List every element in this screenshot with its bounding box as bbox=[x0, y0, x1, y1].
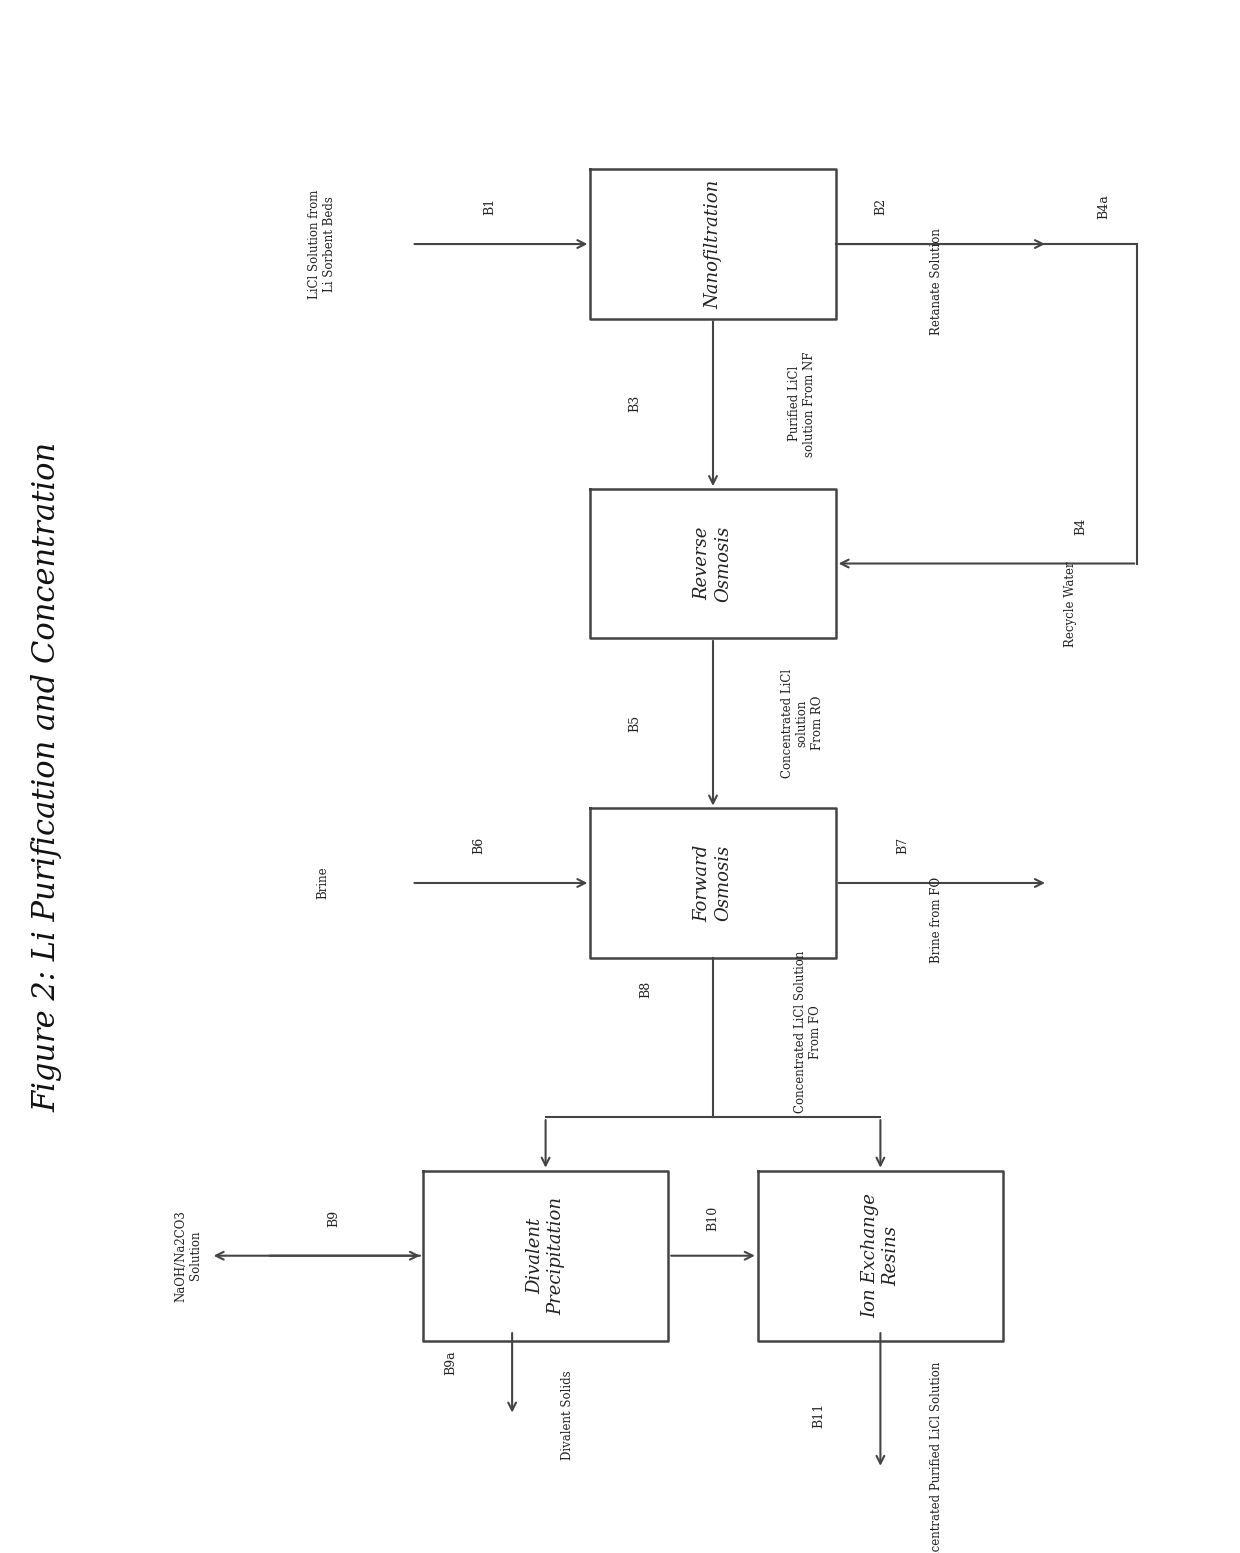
Text: B4a: B4a bbox=[1097, 194, 1110, 219]
Text: Ion Exchange
Resins: Ion Exchange Resins bbox=[861, 1193, 900, 1318]
Text: B9a: B9a bbox=[444, 1350, 458, 1374]
Text: Concentrated Purified LiCl Solution: Concentrated Purified LiCl Solution bbox=[930, 1362, 942, 1553]
Text: Brine: Brine bbox=[316, 867, 329, 899]
Text: Concentrated LiCl Solution
From FO: Concentrated LiCl Solution From FO bbox=[794, 950, 822, 1114]
Text: Purified LiCl
solution From NF: Purified LiCl solution From NF bbox=[789, 351, 816, 457]
Text: B7: B7 bbox=[897, 837, 909, 854]
Text: B11: B11 bbox=[812, 1402, 826, 1429]
Text: Divalent Solids: Divalent Solids bbox=[562, 1371, 574, 1460]
Text: B10: B10 bbox=[707, 1205, 719, 1232]
Text: Concentrated LiCl
solution
From RO: Concentrated LiCl solution From RO bbox=[781, 669, 823, 778]
Text: LiCl Solution from
Li Sorbent Beds: LiCl Solution from Li Sorbent Beds bbox=[309, 189, 336, 298]
Text: Figure 2: Li Purification and Concentration: Figure 2: Li Purification and Concentrat… bbox=[31, 441, 63, 1112]
Text: Forward
Osmosis: Forward Osmosis bbox=[693, 845, 733, 921]
Text: Brine from FO: Brine from FO bbox=[930, 877, 942, 963]
Text: NaOH/Na2CO3
Solution: NaOH/Na2CO3 Solution bbox=[175, 1210, 202, 1301]
Text: B4: B4 bbox=[1075, 517, 1087, 534]
Text: Divalent
Precipitation: Divalent Precipitation bbox=[526, 1197, 565, 1315]
Text: B2: B2 bbox=[874, 199, 887, 216]
Text: B5: B5 bbox=[629, 714, 641, 731]
Text: Recycle Water: Recycle Water bbox=[1064, 561, 1076, 646]
Text: Retanate Solution: Retanate Solution bbox=[930, 228, 942, 335]
Text: Nanofiltration: Nanofiltration bbox=[704, 180, 722, 309]
Text: B6: B6 bbox=[472, 837, 485, 854]
Text: B9: B9 bbox=[327, 1210, 340, 1227]
Text: B3: B3 bbox=[629, 394, 641, 413]
Text: Reverse
Osmosis: Reverse Osmosis bbox=[693, 525, 733, 601]
Text: B1: B1 bbox=[484, 199, 496, 216]
Text: B8: B8 bbox=[640, 981, 652, 999]
